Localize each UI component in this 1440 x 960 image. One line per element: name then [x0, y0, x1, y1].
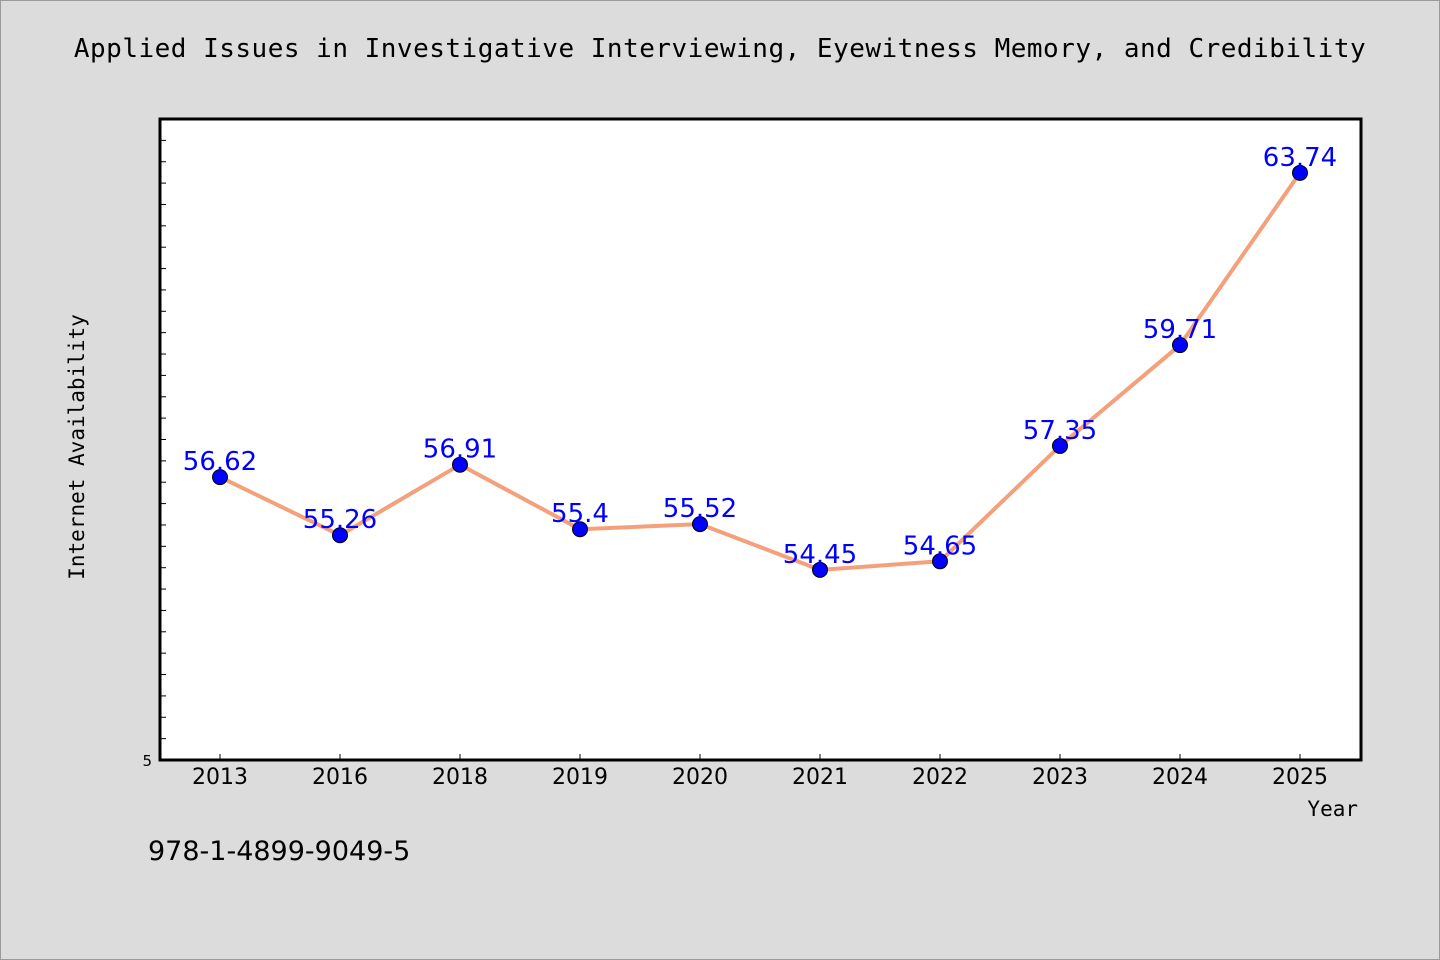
series-line	[219, 171, 1302, 572]
data-label: 55.26	[303, 505, 377, 535]
data-label: 56.62	[183, 447, 257, 477]
data-point	[452, 456, 468, 473]
x-tick-label: 2025	[1272, 765, 1328, 790]
data-label: 54.65	[903, 531, 977, 561]
data-point	[1292, 164, 1308, 181]
series-line-group	[219, 171, 1302, 572]
x-tick-label: 2023	[1032, 765, 1088, 790]
data-point	[692, 516, 708, 533]
x-tick-label: 2024	[1152, 765, 1208, 790]
x-tick-label: 2021	[792, 765, 848, 790]
x-tick-label: 2022	[912, 765, 968, 790]
data-label: 54.45	[783, 540, 857, 570]
x-tick-label: 2018	[432, 765, 488, 790]
data-point	[332, 527, 348, 544]
data-label: 57.35	[1023, 416, 1097, 446]
data-point	[1052, 437, 1068, 454]
data-label: 56.91	[423, 435, 497, 465]
x-tick-label: 2020	[672, 765, 728, 790]
x-tick-label: 2016	[312, 765, 368, 790]
y-tick-label: 5	[142, 752, 152, 770]
isbn-footer: 978-1-4899-9049-5	[148, 836, 411, 867]
plot-area	[158, 117, 1363, 762]
data-label: 63.74	[1263, 143, 1337, 173]
data-point	[932, 553, 948, 570]
x-axis-ticks	[219, 754, 1301, 760]
x-tick-label: 2013	[192, 765, 248, 790]
data-label: 55.4	[551, 499, 609, 529]
x-tick-label: 2019	[552, 765, 608, 790]
chart-title: Applied Issues in Investigative Intervie…	[73, 34, 1367, 64]
data-point	[1172, 337, 1188, 354]
data-point	[812, 561, 828, 578]
data-point	[572, 521, 588, 538]
x-tick-labels: 2013 2016 2018 2019 2020 2021 2022 2023 2024 2025	[192, 765, 1328, 790]
data-labels-group: 56.62 55.26 56.91 55.4 55.52 54.45 54.65 57.35 5…	[183, 143, 1337, 570]
data-point	[212, 469, 228, 486]
x-axis-label: Year	[1307, 797, 1358, 821]
data-label: 59.71	[1143, 315, 1217, 345]
data-label: 55.52	[663, 494, 737, 524]
series-markers-group	[212, 164, 1308, 578]
y-axis-label: Internet Availability	[65, 314, 89, 580]
y-axis-ticks	[160, 139, 166, 740]
